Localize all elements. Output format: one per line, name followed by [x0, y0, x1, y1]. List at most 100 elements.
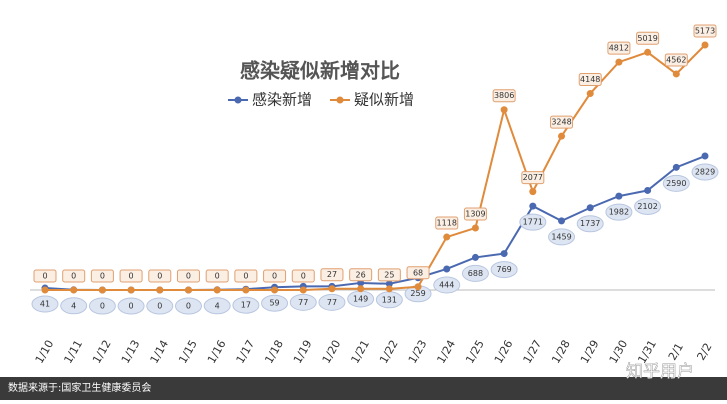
data-label-bg: [634, 197, 662, 215]
data-point: [672, 70, 680, 78]
data-point: [615, 58, 623, 66]
data-point: [500, 106, 508, 114]
data-label-bg: [492, 89, 516, 103]
data-label: 0: [301, 272, 306, 281]
data-point: [500, 250, 508, 258]
data-label: 41: [40, 300, 50, 309]
data-label-bg: [146, 297, 174, 315]
data-label-bg: [605, 203, 633, 221]
data-point: [213, 286, 221, 294]
data-label-bg: [461, 264, 489, 282]
data-label: 68: [413, 268, 423, 277]
data-label-bg: [349, 268, 373, 282]
series-line: [45, 44, 706, 291]
data-point: [156, 286, 164, 294]
data-point: [529, 188, 537, 196]
data-label-bg: [263, 269, 287, 283]
data-label: 1982: [609, 208, 629, 217]
data-label-bg: [119, 269, 143, 283]
data-label-bg: [234, 269, 258, 283]
data-label-bg: [636, 31, 660, 45]
data-label: 1737: [580, 219, 600, 228]
data-label-bg: [203, 297, 231, 315]
data-label: 2590: [666, 179, 686, 188]
data-point: [586, 90, 594, 98]
data-point: [127, 286, 135, 294]
data-label: 77: [298, 298, 308, 307]
data-label-bg: [519, 213, 547, 231]
data-point: [70, 286, 78, 294]
data-label: 0: [272, 272, 277, 281]
data-point: [672, 163, 680, 171]
data-point: [529, 202, 537, 210]
data-point: [357, 285, 365, 293]
data-label-bg: [433, 276, 461, 294]
data-point: [558, 132, 566, 140]
data-label: 3248: [551, 118, 571, 127]
data-label: 0: [129, 272, 134, 281]
data-label: 1771: [523, 218, 543, 227]
data-label: 27: [327, 270, 337, 279]
data-label-bg: [33, 269, 57, 283]
data-label-bg: [90, 269, 114, 283]
data-point: [644, 186, 652, 194]
legend-marker: [336, 96, 344, 104]
data-label: 131: [382, 295, 397, 304]
data-point: [471, 224, 479, 232]
data-point: [271, 286, 279, 294]
data-label-bg: [548, 228, 576, 246]
data-label: 5173: [695, 27, 715, 36]
data-point: [471, 253, 479, 261]
data-label-bg: [148, 269, 172, 283]
source-note: 数据来源于:国家卫生健康委员会: [8, 381, 151, 394]
data-label: 5019: [637, 34, 657, 43]
data-label-bg: [289, 293, 317, 311]
data-point: [184, 286, 192, 294]
data-label: 688: [468, 269, 483, 278]
data-label: 4812: [609, 44, 629, 53]
data-label: 4: [215, 301, 220, 310]
data-label: 0: [157, 272, 162, 281]
data-point: [443, 233, 451, 241]
data-point: [98, 286, 106, 294]
data-label-bg: [406, 266, 430, 280]
data-label: 769: [496, 265, 511, 274]
data-label: 2829: [695, 168, 715, 177]
data-label: 0: [42, 272, 47, 281]
data-label-bg: [60, 297, 88, 315]
data-label-bg: [521, 171, 545, 185]
data-label: 0: [100, 302, 105, 311]
data-label-bg: [693, 24, 717, 38]
data-label: 0: [71, 272, 76, 281]
data-label: 0: [157, 302, 162, 311]
legend-label: 疑似新增: [354, 91, 414, 109]
data-label: 0: [186, 302, 191, 311]
footer-bar: [0, 377, 727, 400]
data-label: 17: [241, 301, 251, 310]
data-label-bg: [490, 261, 518, 279]
data-point: [299, 286, 307, 294]
chart-title: 感染疑似新增对比: [240, 59, 400, 83]
data-label-bg: [435, 216, 459, 230]
data-label: 0: [215, 272, 220, 281]
data-label-bg: [320, 268, 344, 282]
watermark: 知乎用户: [626, 362, 694, 382]
data-label-bg: [205, 269, 229, 283]
data-point: [615, 192, 623, 200]
data-label-bg: [62, 269, 86, 283]
data-label-bg: [463, 207, 487, 221]
data-label: 0: [243, 272, 248, 281]
data-label: 149: [353, 294, 368, 303]
data-point: [701, 41, 709, 49]
data-label: 0: [100, 272, 105, 281]
data-label: 4562: [666, 55, 686, 64]
data-point: [385, 280, 393, 288]
data-point: [443, 265, 451, 273]
data-point: [385, 285, 393, 293]
data-label: 26: [356, 270, 366, 279]
data-label-bg: [117, 297, 145, 315]
data-label: 59: [269, 299, 279, 308]
data-label: 3806: [494, 91, 514, 100]
